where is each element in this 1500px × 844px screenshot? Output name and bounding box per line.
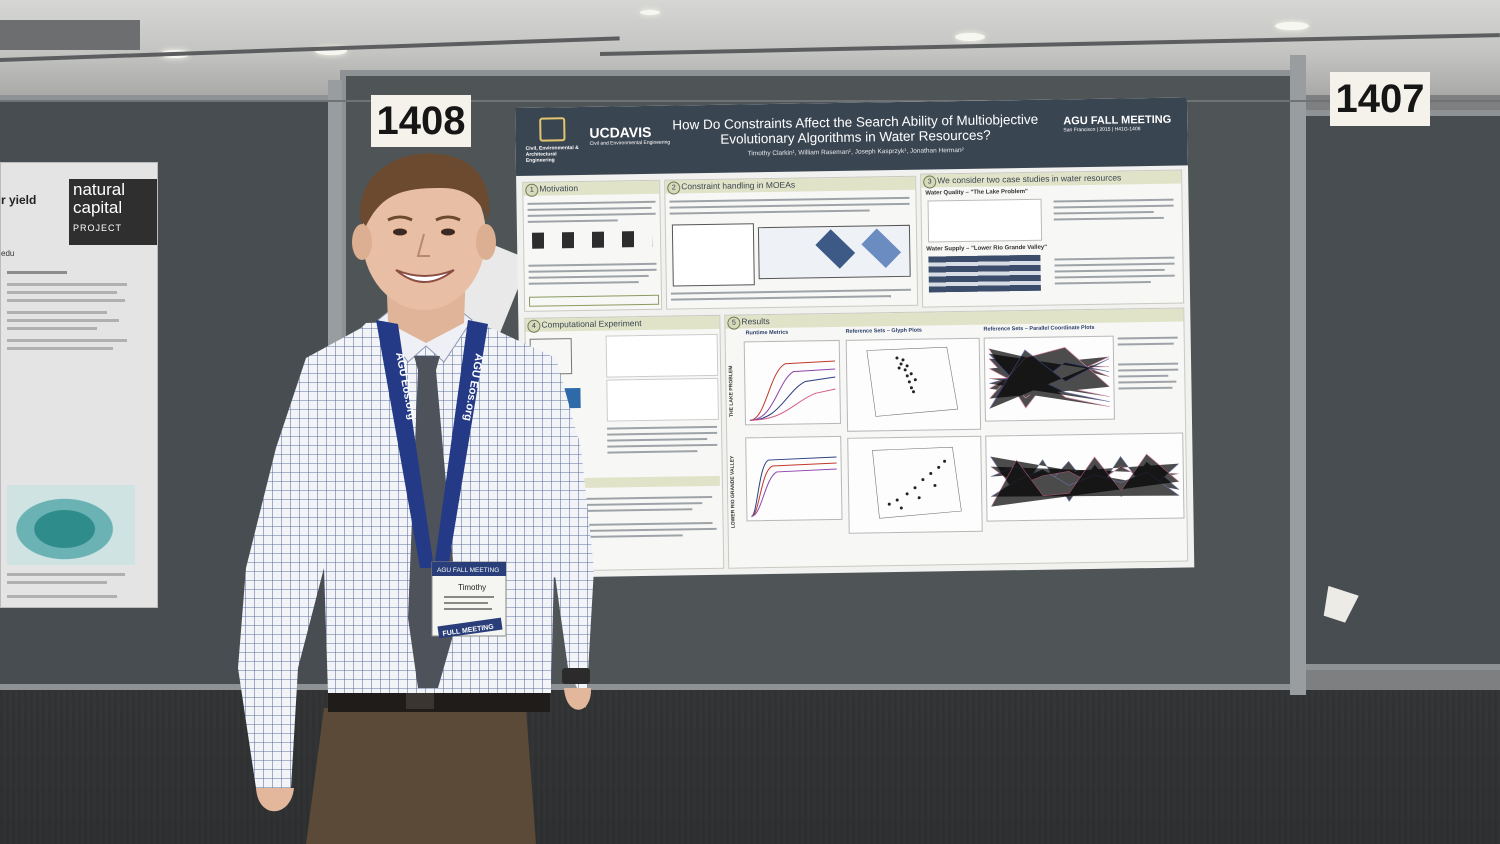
display-board-right <box>1300 110 1500 670</box>
runtime-chart-lrgv <box>745 435 843 522</box>
lrgv-heading: Water Supply – "Lower Rio Grande Valley" <box>926 244 1048 253</box>
ceiling-light <box>640 10 660 15</box>
runtime-chart-lake <box>743 339 842 426</box>
glyph-plots-heading: Reference Sets – Glyph Plots <box>845 327 923 335</box>
glyph-plot-lrgv <box>847 435 983 534</box>
ceiling-light <box>315 47 347 55</box>
ceiling-truss <box>0 20 140 50</box>
poster-section-case-studies: 3 We consider two case studies in water r… <box>920 169 1185 308</box>
parallel-coordinates-lake <box>983 335 1115 422</box>
results-notes <box>1117 333 1183 424</box>
ceiling-light <box>955 33 985 41</box>
presenter-person: AGU Eos.org AGU Eos.org AGU FALL MEETING… <box>238 153 594 844</box>
ucdavis-logo: UCDAVIS Civil and Environmental Engineer… <box>589 123 671 147</box>
agu-logo: AGU FALL MEETING San Francisco | 2015 | … <box>1063 113 1172 134</box>
badge-name: Timothy <box>458 583 486 592</box>
natural-capital-logo: natural capital PROJECT <box>69 179 157 245</box>
poster-title: How Do Constraints Affect the Search Abi… <box>672 111 1039 147</box>
booth-number-sign-left: 1408 <box>371 95 471 147</box>
badge-header: AGU FALL MEETING <box>437 567 499 574</box>
booth-number-sign-right: 1407 <box>1330 72 1430 126</box>
neighbor-poster-email: edu <box>1 249 15 258</box>
neighbor-poster: r yield natural capital PROJECT edu <box>0 162 158 608</box>
poster-section-results: 5 Results Runtime Metrics Reference Sets … <box>724 307 1189 569</box>
board-post <box>1290 55 1306 695</box>
parallel-plots-heading: Reference Sets – Parallel Coordinate Plo… <box>983 324 1095 333</box>
poster-section-constraint-handling: 2 Constraint handling in MOEAs <box>664 175 919 310</box>
lake-problem-heading: Water Quality – "The Lake Problem" <box>925 188 1028 197</box>
lrgv-label: LOWER RIO GRANDE VALLEY <box>729 455 737 529</box>
carpet-floor <box>0 690 1500 844</box>
ceiling-light <box>1275 22 1309 30</box>
neighbor-poster-title: r yield <box>1 193 37 207</box>
glyph-plot-lake <box>845 337 982 432</box>
neighbor-poster-map <box>7 485 135 565</box>
board-post <box>0 100 1500 102</box>
lake-problem-label: THE LAKE PROBLEM <box>728 365 735 418</box>
runtime-metrics-heading: Runtime Metrics <box>745 329 789 337</box>
research-poster: Civil, Environmental & Architectural Eng… <box>515 97 1195 578</box>
parallel-coordinates-lrgv <box>985 432 1185 522</box>
